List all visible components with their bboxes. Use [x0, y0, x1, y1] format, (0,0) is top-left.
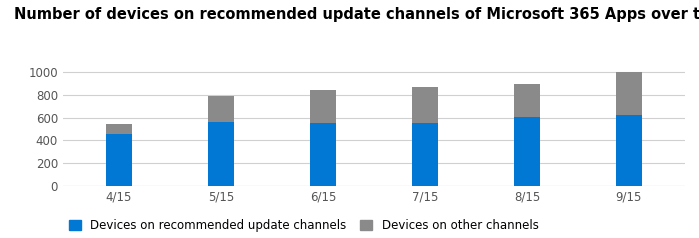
- Bar: [514, 117, 540, 186]
- Bar: [106, 124, 131, 134]
- Bar: [412, 87, 438, 123]
- Bar: [208, 122, 233, 186]
- Bar: [310, 90, 336, 123]
- Bar: [106, 134, 131, 186]
- Legend: Devices on recommended update channels, Devices on other channels: Devices on recommended update channels, …: [69, 219, 539, 232]
- Bar: [617, 72, 642, 115]
- Bar: [310, 123, 336, 186]
- Bar: [514, 84, 540, 117]
- Text: Number of devices on recommended update channels of Microsoft 365 Apps over time: Number of devices on recommended update …: [14, 7, 699, 22]
- Bar: [617, 115, 642, 186]
- Bar: [208, 96, 233, 122]
- Bar: [412, 123, 438, 186]
